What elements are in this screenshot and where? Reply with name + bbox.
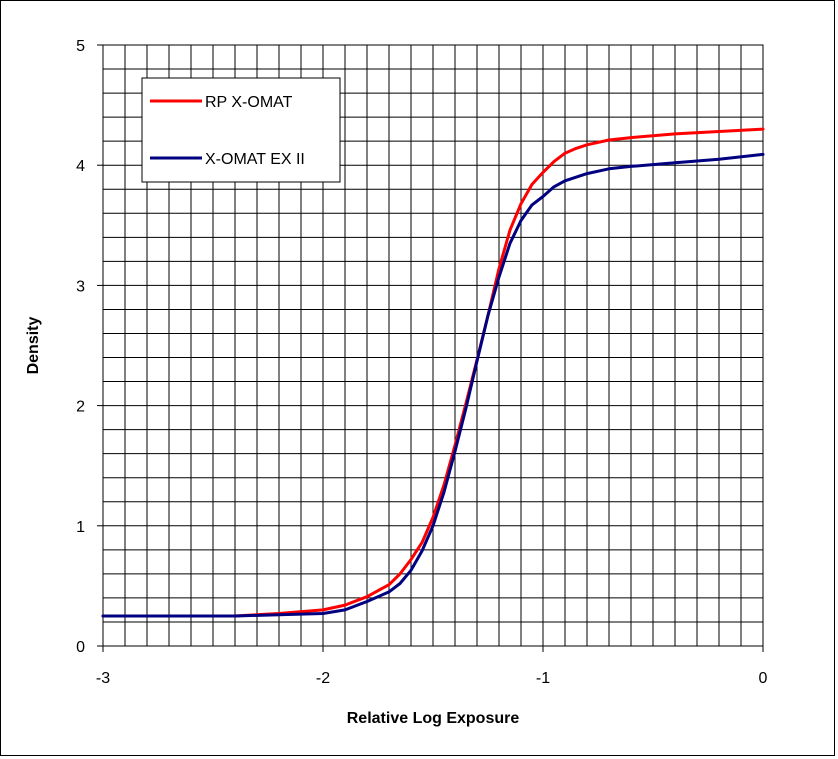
legend-box [141, 77, 341, 183]
plot-area-border [102, 44, 764, 647]
legend-label-rp-x-omat: RP X-OMAT [205, 94, 293, 111]
x-tick-label: 0 [759, 670, 768, 687]
y-axis-title: Density [25, 317, 42, 375]
legend-label-x-omat-ex-ii: X-OMAT EX II [205, 151, 305, 168]
x-tick-label: -3 [96, 670, 110, 687]
y-tick-label: 3 [76, 278, 85, 295]
x-tick-label: -2 [316, 670, 330, 687]
y-tick-label: 4 [76, 158, 85, 175]
legend: RP X-OMAT X-OMAT EX II [141, 77, 341, 183]
x-axis-title: Relative Log Exposure [347, 710, 520, 727]
y-tick-label: 1 [76, 519, 85, 536]
y-tick-label: 2 [76, 399, 85, 416]
x-axis-ticks: -3 -2 -1 0 [96, 646, 768, 687]
y-tick-label: 5 [76, 38, 85, 55]
y-axis-ticks: 0 1 2 3 4 5 [76, 38, 103, 656]
x-tick-label: -1 [536, 670, 550, 687]
y-tick-label: 0 [76, 639, 85, 656]
series-line-1 [101, 152, 765, 618]
series-lines [101, 127, 765, 618]
